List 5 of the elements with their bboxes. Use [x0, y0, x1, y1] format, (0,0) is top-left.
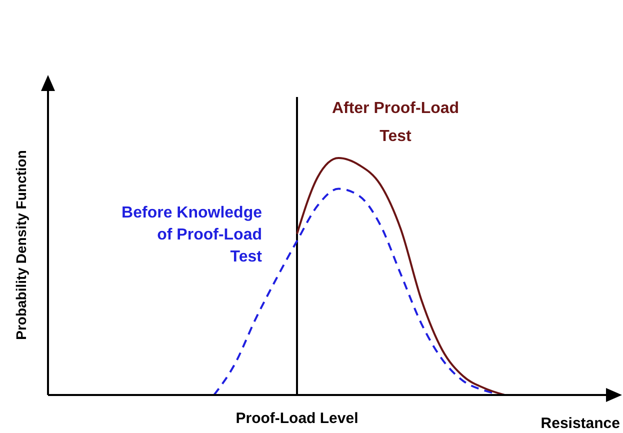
series-label: After Proof-Load Test: [332, 100, 460, 145]
x-axis-title: Resistance: [540, 415, 620, 432]
text: Proof-Load Level: [236, 410, 358, 427]
y-axis-title: Probability Density Function: [13, 150, 29, 340]
series-label: Before Knowledge of Proof-Load Test: [122, 204, 263, 266]
